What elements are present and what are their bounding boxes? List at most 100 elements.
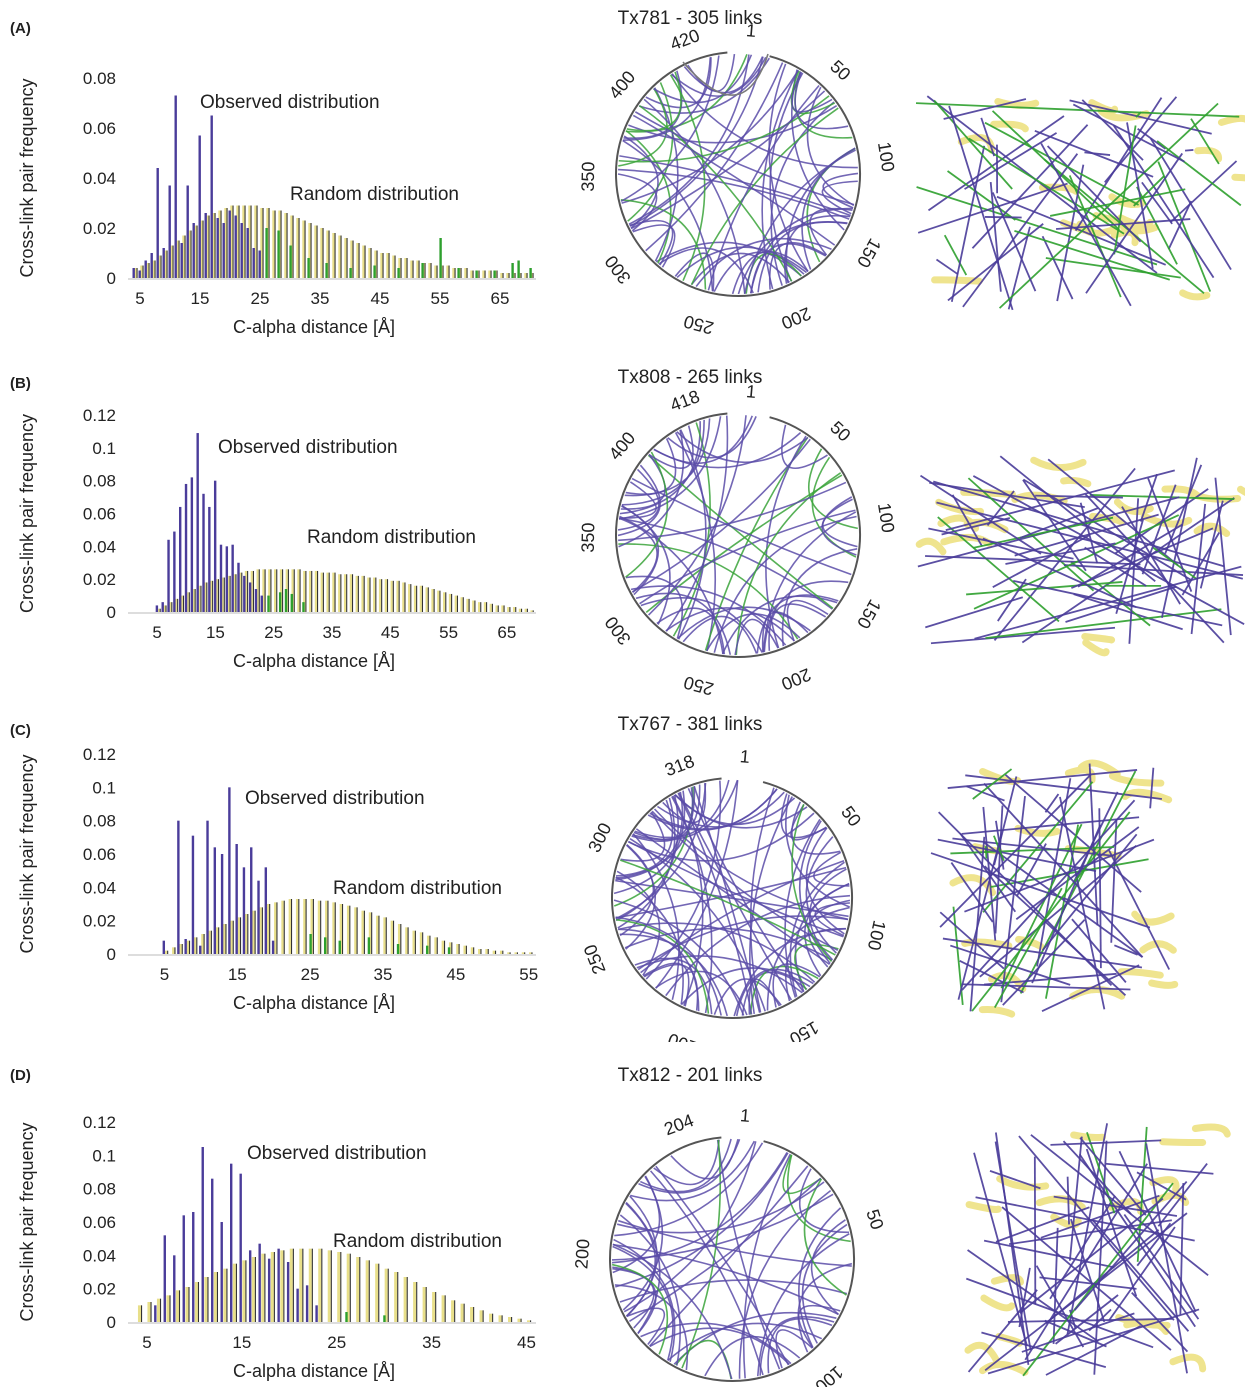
random-bar-edge bbox=[299, 569, 301, 612]
random-bar-edge bbox=[454, 268, 456, 278]
random-bar bbox=[303, 899, 306, 954]
circos-link bbox=[733, 928, 846, 1017]
ribbon-segment bbox=[990, 120, 1029, 133]
random-bar bbox=[498, 1315, 502, 1322]
random-bar-edge bbox=[286, 213, 288, 278]
crosslink-line bbox=[1110, 819, 1118, 943]
random-bar bbox=[408, 584, 411, 612]
random-bar bbox=[280, 1250, 284, 1322]
random-bar-edge bbox=[429, 935, 431, 954]
crosslink-line bbox=[1049, 1195, 1116, 1300]
circos-link bbox=[653, 808, 849, 921]
x-tick-label: 15 bbox=[232, 1333, 251, 1352]
y-tick-label: 0 bbox=[107, 1313, 116, 1332]
random-bar bbox=[297, 569, 300, 612]
observed-bar bbox=[213, 480, 217, 612]
random-bar-edge bbox=[406, 258, 408, 278]
inter-bar bbox=[345, 1312, 348, 1322]
random-bar-edge bbox=[280, 210, 282, 278]
random-bar-edge bbox=[226, 1268, 228, 1322]
random-bar-edge bbox=[261, 907, 263, 954]
random-bar-edge bbox=[206, 582, 208, 612]
circos-tick-label: 300 bbox=[601, 252, 635, 288]
random-bar-edge bbox=[229, 575, 231, 612]
inter-bar bbox=[338, 940, 341, 954]
random-bar bbox=[413, 1282, 417, 1322]
crosslink-line bbox=[1030, 1134, 1209, 1277]
circos-link bbox=[630, 585, 787, 646]
observed-bar bbox=[199, 945, 202, 954]
circos-link bbox=[653, 432, 802, 469]
circos-link bbox=[665, 607, 795, 642]
circos-link bbox=[618, 481, 847, 542]
circos-tick-label: 50 bbox=[862, 1207, 887, 1232]
random-bar-edge bbox=[178, 240, 180, 278]
crosslink-line bbox=[961, 799, 1136, 991]
random-bar-edge bbox=[480, 602, 482, 612]
random-bar-edge bbox=[503, 605, 505, 612]
circos-tick-label: 250 bbox=[682, 672, 716, 695]
observed-bar bbox=[190, 477, 194, 612]
random-bar-edge bbox=[223, 577, 225, 612]
crosslink-line bbox=[1088, 1308, 1112, 1332]
random-bar bbox=[192, 589, 195, 612]
observed-bar bbox=[191, 835, 195, 954]
x-tick-label: 35 bbox=[311, 289, 330, 308]
random-bar bbox=[223, 924, 226, 954]
random-bar bbox=[308, 1248, 312, 1322]
random-bar bbox=[451, 1300, 455, 1322]
random-bar-edge bbox=[200, 585, 202, 612]
circos-link bbox=[638, 104, 793, 282]
inter-bar bbox=[439, 238, 442, 278]
circos-link bbox=[734, 618, 779, 656]
random-bar-edge bbox=[490, 270, 492, 278]
random-bar bbox=[250, 570, 253, 612]
random-bar bbox=[140, 265, 143, 278]
inter-bar bbox=[367, 937, 371, 954]
inter-bar bbox=[457, 268, 460, 278]
random-bar bbox=[344, 238, 347, 278]
random-bar bbox=[244, 570, 248, 612]
ribbon-segment bbox=[1082, 639, 1110, 657]
circos-link bbox=[612, 1243, 839, 1316]
observed-bar bbox=[258, 250, 261, 278]
crosslink-line bbox=[1139, 473, 1158, 522]
random-bar bbox=[270, 1252, 274, 1322]
circos-link bbox=[623, 135, 659, 229]
random-bar-edge bbox=[496, 270, 498, 278]
histogram-chart: 0 0.02 0.04 0.06 0.08 5 15 25 35 45 55 65 C-alpha di… bbox=[17, 69, 536, 337]
observed-bar bbox=[267, 1258, 271, 1322]
random-bar bbox=[209, 580, 213, 612]
random-bar bbox=[261, 1253, 265, 1322]
crosslink-line bbox=[1041, 833, 1138, 951]
random-bar-edge bbox=[226, 208, 228, 278]
crosslink-line bbox=[993, 835, 1005, 862]
random-bar bbox=[164, 250, 167, 278]
random-bar-edge bbox=[190, 230, 192, 278]
y-tick-label: 0.08 bbox=[83, 69, 116, 88]
crosslink-line bbox=[1167, 200, 1193, 250]
y-tick-label: 0 bbox=[107, 269, 116, 288]
random-bar bbox=[326, 230, 329, 278]
observed-label: Observed distribution bbox=[218, 437, 398, 458]
ribbon-segment bbox=[1015, 935, 1045, 950]
circos-link bbox=[628, 840, 844, 938]
random-bar-edge bbox=[245, 1260, 247, 1322]
crosslink-line bbox=[1036, 778, 1072, 967]
observed-bar bbox=[219, 544, 223, 612]
random-bar-edge bbox=[516, 952, 518, 954]
crosslink-line bbox=[943, 98, 1027, 120]
circos-link bbox=[821, 180, 858, 215]
x-tick-label: 55 bbox=[519, 965, 538, 984]
crosslink-line bbox=[989, 1170, 1041, 1190]
x-tick-label: 15 bbox=[191, 289, 210, 308]
circos-link bbox=[612, 1266, 657, 1335]
observed-bar bbox=[184, 939, 187, 954]
crosslink-line bbox=[983, 782, 1144, 958]
ribbon-segment bbox=[1117, 968, 1164, 979]
inter-bar bbox=[373, 265, 376, 278]
random-bar bbox=[310, 899, 313, 954]
circos-link bbox=[791, 801, 841, 855]
observed-bar bbox=[257, 880, 260, 954]
observed-bar bbox=[234, 215, 237, 278]
